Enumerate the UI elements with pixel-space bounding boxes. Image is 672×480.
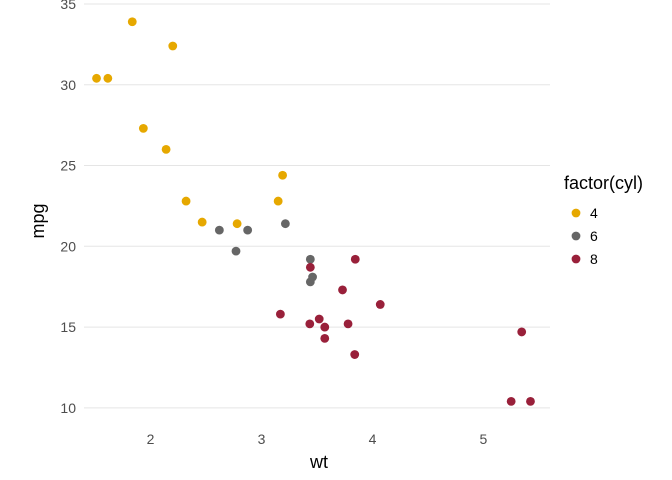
legend-label-6: 6 — [590, 228, 598, 244]
x-tick-label: 2 — [147, 431, 155, 447]
legend-title: factor(cyl) — [564, 173, 643, 193]
legend-key-6 — [571, 231, 581, 241]
data-point-cyl-4 — [278, 170, 288, 180]
data-point-cyl-8 — [375, 300, 385, 309]
data-point-cyl-4 — [103, 73, 113, 83]
x-tick-labels: 2 3 4 5 — [147, 431, 488, 447]
legend: factor(cyl) 4 6 8 — [564, 173, 643, 267]
data-point-cyl-6 — [305, 277, 315, 287]
data-point-cyl-4 — [232, 219, 242, 229]
data-point-cyl-8 — [517, 327, 527, 337]
data-point-cyl-6 — [243, 225, 253, 235]
gridlines — [84, 3, 550, 409]
y-tick-labels: 10 15 20 25 30 35 — [60, 0, 76, 416]
data-point-cyl-8 — [350, 350, 360, 359]
y-tick-label: 30 — [60, 77, 76, 93]
data-point-cyl-4 — [181, 196, 191, 206]
data-point-cyl-4 — [138, 123, 148, 133]
legend-label-4: 4 — [590, 205, 598, 221]
data-point-cyl-8 — [526, 396, 535, 406]
y-tick-label: 10 — [60, 400, 76, 416]
legend-key-4 — [571, 208, 581, 218]
data-point-cyl-4 — [127, 17, 137, 27]
legend-items: 4 6 8 — [571, 205, 598, 267]
data-point-cyl-8 — [350, 254, 360, 264]
data-points — [92, 17, 535, 406]
y-tick-label: 20 — [60, 238, 76, 254]
y-tick-label: 15 — [60, 319, 76, 335]
data-point-cyl-8 — [320, 333, 330, 343]
data-point-cyl-6 — [214, 225, 224, 235]
data-point-cyl-4 — [161, 144, 171, 154]
data-point-cyl-8 — [320, 322, 330, 332]
data-point-cyl-4 — [92, 73, 101, 83]
legend-label-8: 8 — [590, 251, 598, 267]
data-point-cyl-8 — [275, 309, 285, 319]
y-axis-title: mpg — [28, 203, 48, 238]
data-point-cyl-6 — [231, 246, 241, 256]
data-point-cyl-8 — [305, 319, 315, 329]
data-point-cyl-4 — [168, 41, 178, 51]
x-tick-label: 4 — [369, 431, 377, 447]
data-point-cyl-4 — [273, 196, 283, 206]
data-point-cyl-8 — [314, 314, 324, 324]
y-tick-label: 25 — [60, 158, 76, 174]
data-point-cyl-8 — [343, 319, 353, 329]
x-axis-title: wt — [309, 452, 328, 472]
data-point-cyl-8 — [506, 396, 516, 406]
data-point-cyl-8 — [305, 262, 315, 272]
data-point-cyl-8 — [338, 285, 347, 295]
x-tick-label: 5 — [480, 431, 488, 447]
y-tick-label: 35 — [60, 0, 76, 12]
legend-key-8 — [571, 254, 581, 264]
data-point-cyl-6 — [305, 254, 315, 264]
x-tick-label: 3 — [258, 431, 266, 447]
data-point-cyl-4 — [197, 217, 207, 227]
data-point-cyl-6 — [280, 219, 290, 229]
